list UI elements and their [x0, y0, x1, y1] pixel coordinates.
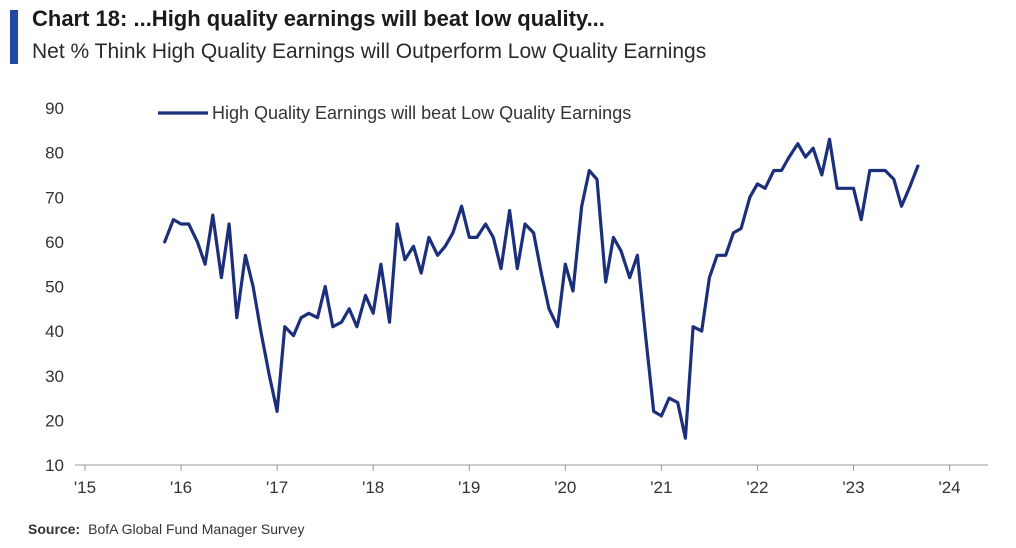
x-tick-label: '18: [362, 478, 384, 497]
chart-title: Chart 18: ...High quality earnings will …: [32, 6, 605, 31]
y-tick-label: 50: [45, 278, 64, 297]
x-axis-ticks: '15 '16 '17 '18 '19 '20 '21 '22 '23 '24: [74, 465, 961, 497]
source-text: BofA Global Fund Manager Survey: [88, 521, 305, 537]
x-tick-label: '21: [650, 478, 672, 497]
chart-subtitle: Net % Think High Quality Earnings will O…: [32, 40, 707, 63]
x-tick-label: '23: [842, 478, 864, 497]
y-tick-label: 70: [45, 188, 64, 207]
y-tick-label: 90: [45, 99, 64, 118]
y-axis-ticks: 10 20 30 40 50 60 70 80 90: [45, 99, 64, 475]
x-tick-label: '16: [170, 478, 192, 497]
y-tick-label: 40: [45, 322, 64, 341]
y-tick-label: 20: [45, 411, 64, 430]
y-tick-label: 30: [45, 367, 64, 386]
y-tick-label: 10: [45, 456, 64, 475]
series-line: [163, 137, 920, 440]
x-tick-label: '22: [746, 478, 768, 497]
title-accent-bar: [10, 10, 18, 64]
source-label: Source:: [28, 521, 81, 537]
x-tick-label: '20: [554, 478, 576, 497]
y-tick-label: 60: [45, 233, 64, 252]
x-tick-label: '17: [266, 478, 288, 497]
x-tick-label: '24: [938, 478, 960, 497]
y-tick-label: 80: [45, 144, 64, 163]
source-note: Source: BofA Global Fund Manager Survey: [28, 521, 304, 537]
x-tick-label: '15: [74, 478, 96, 497]
legend: High Quality Earnings will beat Low Qual…: [158, 103, 631, 123]
series-group: [163, 137, 920, 440]
x-tick-label: '19: [458, 478, 480, 497]
legend-label: High Quality Earnings will beat Low Qual…: [212, 103, 631, 123]
